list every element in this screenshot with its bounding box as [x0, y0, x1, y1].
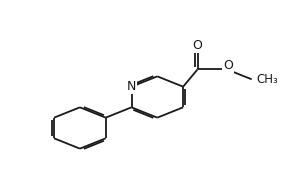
Text: CH₃: CH₃: [257, 73, 278, 86]
Text: O: O: [193, 38, 202, 51]
Text: O: O: [223, 59, 233, 72]
Text: N: N: [127, 80, 136, 93]
